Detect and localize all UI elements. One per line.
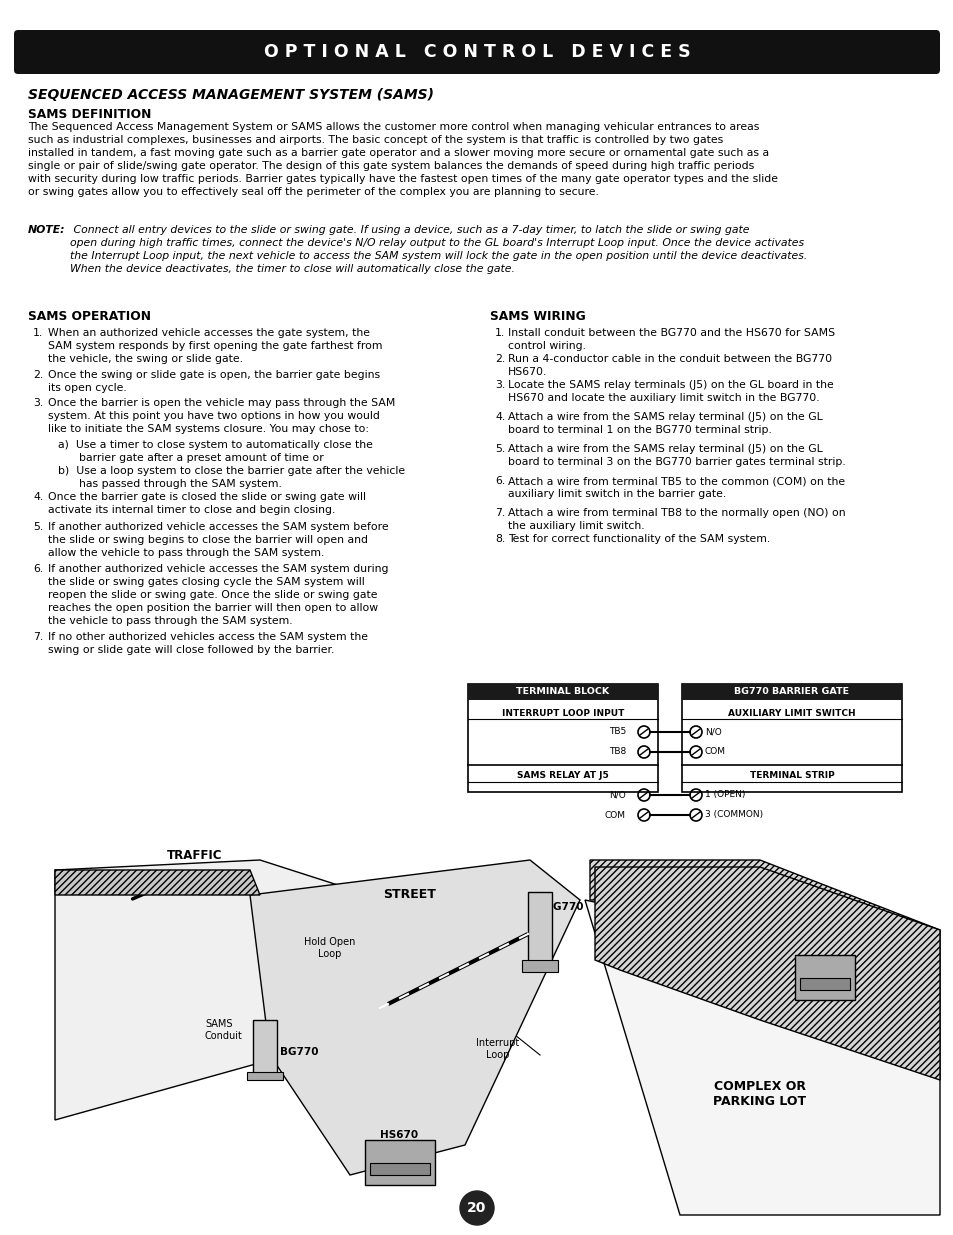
- Polygon shape: [55, 869, 260, 895]
- Text: Attach a wire from terminal TB8 to the normally open (NO) on
the auxiliary limit: Attach a wire from terminal TB8 to the n…: [507, 508, 844, 531]
- Text: SEQUENCED ACCESS MANAGEMENT SYSTEM (SAMS): SEQUENCED ACCESS MANAGEMENT SYSTEM (SAMS…: [28, 88, 434, 103]
- Polygon shape: [595, 867, 939, 1079]
- Text: TRAFFIC: TRAFFIC: [167, 848, 222, 862]
- Text: 20: 20: [467, 1200, 486, 1215]
- Text: 6.: 6.: [33, 564, 43, 574]
- Text: 7.: 7.: [495, 508, 505, 517]
- Text: COM: COM: [604, 810, 625, 820]
- Text: Install conduit between the BG770 and the HS670 for SAMS
control wiring.: Install conduit between the BG770 and th…: [507, 329, 834, 351]
- Text: a)  Use a timer to close system to automatically close the
      barrier gate af: a) Use a timer to close system to automa…: [58, 440, 373, 463]
- Text: 5.: 5.: [33, 522, 43, 532]
- Text: SAMS WIRING: SAMS WIRING: [490, 310, 585, 324]
- Text: HS670: HS670: [859, 969, 897, 981]
- Text: 6.: 6.: [495, 475, 505, 487]
- Text: TB8: TB8: [608, 747, 625, 757]
- Text: HS670: HS670: [379, 1130, 417, 1140]
- Bar: [521, 960, 558, 972]
- Text: 7.: 7.: [33, 632, 43, 642]
- Circle shape: [459, 1191, 494, 1225]
- Text: b)  Use a loop system to close the barrier gate after the vehicle
      has pass: b) Use a loop system to close the barrie…: [58, 466, 405, 489]
- Text: 1.: 1.: [495, 329, 505, 338]
- Text: INTERRUPT LOOP INPUT: INTERRUPT LOOP INPUT: [501, 709, 623, 718]
- Text: 4.: 4.: [33, 492, 43, 501]
- Text: Once the swing or slide gate is open, the barrier gate begins
its open cycle.: Once the swing or slide gate is open, th…: [48, 370, 379, 393]
- Text: BG770 BARRIER GATE: BG770 BARRIER GATE: [734, 688, 849, 697]
- Text: 5.: 5.: [495, 445, 505, 454]
- Polygon shape: [250, 860, 579, 1174]
- Bar: [468, 684, 658, 792]
- Text: BG770: BG770: [280, 1047, 318, 1057]
- Text: STREET: STREET: [383, 888, 436, 902]
- Text: Locate the SAMS relay terminals (J5) on the GL board in the
HS670 and locate the: Locate the SAMS relay terminals (J5) on …: [507, 380, 833, 403]
- Bar: [468, 684, 658, 700]
- Text: 3 (COMMON): 3 (COMMON): [704, 810, 762, 820]
- Text: 2.: 2.: [495, 354, 505, 364]
- Text: Test for correct functionality of the SAM system.: Test for correct functionality of the SA…: [507, 534, 769, 543]
- Text: BG770: BG770: [544, 902, 583, 911]
- Text: 3.: 3.: [33, 398, 43, 408]
- Bar: [247, 1072, 283, 1079]
- Bar: [681, 684, 901, 792]
- Text: The Sequenced Access Management System or SAMS allows the customer more control : The Sequenced Access Management System o…: [28, 122, 778, 198]
- Text: 4.: 4.: [495, 412, 505, 422]
- Text: SAMS RELAY AT J5: SAMS RELAY AT J5: [517, 771, 608, 779]
- Text: 8.: 8.: [495, 534, 505, 543]
- Text: Run a 4-conductor cable in the conduit between the BG770
HS670.: Run a 4-conductor cable in the conduit b…: [507, 354, 831, 377]
- Bar: [253, 1020, 276, 1074]
- Text: If another authorized vehicle accesses the SAM system during
the slide or swing : If another authorized vehicle accesses t…: [48, 564, 388, 626]
- Text: 2.: 2.: [33, 370, 43, 380]
- FancyBboxPatch shape: [14, 30, 939, 74]
- Text: SAMS
Conduit: SAMS Conduit: [205, 1019, 243, 1041]
- Text: TERMINAL BLOCK: TERMINAL BLOCK: [516, 688, 609, 697]
- Text: 1.: 1.: [33, 329, 43, 338]
- Bar: [800, 978, 849, 990]
- Polygon shape: [589, 860, 939, 974]
- Text: COMPLEX OR
PARKING LOT: COMPLEX OR PARKING LOT: [713, 1079, 805, 1108]
- Text: Once the barrier is open the vehicle may pass through the SAM
system. At this po: Once the barrier is open the vehicle may…: [48, 398, 395, 433]
- Text: SAMS DEFINITION: SAMS DEFINITION: [28, 107, 152, 121]
- Text: N/O: N/O: [704, 727, 721, 736]
- Text: If another authorized vehicle accesses the SAM system before
the slide or swing : If another authorized vehicle accesses t…: [48, 522, 388, 558]
- Bar: [681, 684, 901, 700]
- Bar: [527, 892, 552, 962]
- Bar: [794, 955, 854, 1000]
- Text: Connect all entry devices to the slide or swing gate. If using a device, such as: Connect all entry devices to the slide o…: [70, 225, 806, 274]
- Bar: [365, 1140, 435, 1186]
- Text: N/O: N/O: [609, 790, 625, 799]
- Text: Attach a wire from the SAMS relay terminal (J5) on the GL
board to terminal 3 on: Attach a wire from the SAMS relay termin…: [507, 445, 845, 467]
- Polygon shape: [584, 900, 939, 1215]
- Text: SAMS OPERATION: SAMS OPERATION: [28, 310, 151, 324]
- Text: COM: COM: [704, 747, 725, 757]
- Bar: [370, 1163, 430, 1174]
- Text: Interrupt
Loop: Interrupt Loop: [476, 1037, 519, 1060]
- Text: O P T I O N A L   C O N T R O L   D E V I C E S: O P T I O N A L C O N T R O L D E V I C …: [263, 43, 690, 61]
- Text: Attach a wire from terminal TB5 to the common (COM) on the
auxiliary limit switc: Attach a wire from terminal TB5 to the c…: [507, 475, 844, 499]
- Text: AUXILIARY LIMIT SWITCH: AUXILIARY LIMIT SWITCH: [727, 709, 855, 718]
- Text: When an authorized vehicle accesses the gate system, the
SAM system responds by : When an authorized vehicle accesses the …: [48, 329, 382, 364]
- Text: NOTE:: NOTE:: [28, 225, 66, 235]
- Polygon shape: [55, 860, 399, 1120]
- Text: If no other authorized vehicles access the SAM system the
swing or slide gate wi: If no other authorized vehicles access t…: [48, 632, 368, 655]
- Text: TERMINAL STRIP: TERMINAL STRIP: [749, 771, 834, 779]
- Text: Hold Open
Loop: Hold Open Loop: [304, 937, 355, 958]
- Text: Once the barrier gate is closed the slide or swing gate will
activate its intern: Once the barrier gate is closed the slid…: [48, 492, 366, 515]
- Text: 3.: 3.: [495, 380, 505, 390]
- Text: Attach a wire from the SAMS relay terminal (J5) on the GL
board to terminal 1 on: Attach a wire from the SAMS relay termin…: [507, 412, 821, 435]
- Text: TB5: TB5: [608, 727, 625, 736]
- Text: 1 (OPEN): 1 (OPEN): [704, 790, 744, 799]
